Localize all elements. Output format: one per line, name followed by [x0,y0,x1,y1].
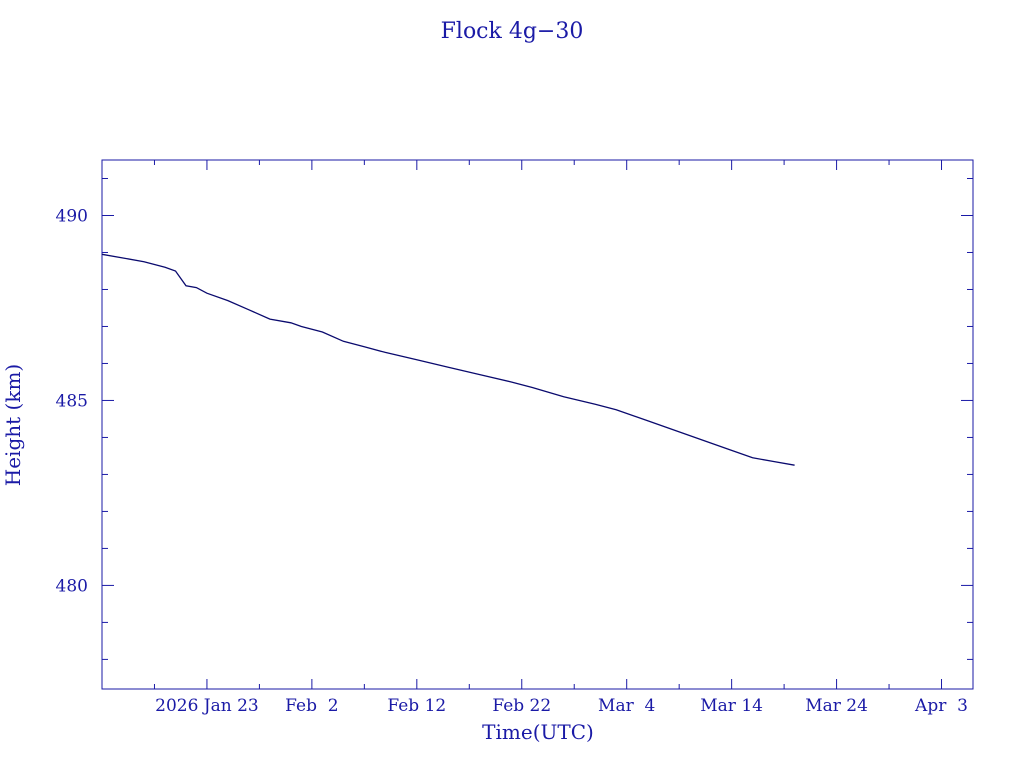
height-series-line [101,253,795,466]
chart-title: Flock 4g−30 [441,19,584,44]
plot-frame [101,159,974,690]
axis-ticks [101,160,973,689]
y-tick-label: 485 [56,391,88,411]
y-tick-label: 490 [56,206,88,226]
x-axis-label: Time(UTC) [482,720,594,744]
x-tick-label: 2026 Jan 23 [155,696,259,716]
tick-labels: 2026 Jan 23 Feb 2 Feb 12 Feb 22 Mar 4 Mar 14 M… [56,206,968,716]
x-tick-label: Feb 12 [387,696,446,716]
x-tick-label: Feb 2 [285,696,338,716]
x-tick-label: Mar 24 [805,696,868,716]
x-tick-label: Mar 4 [598,696,655,716]
x-tick-label: Mar 14 [700,696,763,716]
x-tick-label: Feb 22 [492,696,551,716]
y-axis-label: Height (km) [1,364,25,486]
x-tick-label: Apr 3 [914,696,968,716]
y-tick-label: 480 [56,576,88,596]
